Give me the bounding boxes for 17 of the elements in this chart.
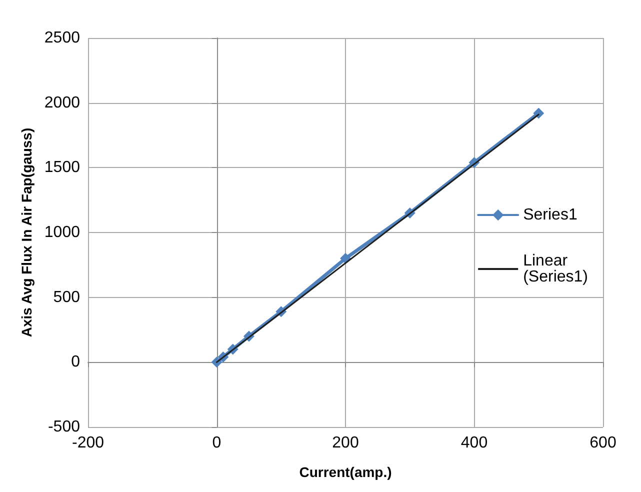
x-tick-label: -200 (72, 434, 104, 452)
x-tick-label: 0 (212, 434, 222, 452)
y-tick-label: 2000 (44, 94, 80, 112)
y-tick-label: 1000 (44, 224, 80, 241)
x-tick-label: 600 (590, 434, 616, 452)
y-tick-label: 0 (71, 354, 80, 371)
y-tick-label: 1500 (44, 159, 80, 176)
legend-label: Linear (Series1) (523, 252, 588, 286)
y-tick-label: -500 (48, 418, 80, 436)
x-axis-title: Current(amp.) (299, 464, 392, 480)
point (533, 108, 544, 119)
x-tick-label: 400 (460, 434, 488, 452)
y-tick-label: 2500 (44, 30, 80, 46)
y-tick-label: 500 (53, 288, 80, 306)
y-axis-title: Axis Avg Flux In Air Fap(gauss) (18, 128, 35, 338)
legend-label: Series1 (523, 206, 578, 224)
x-tick-label: 200 (332, 434, 359, 452)
